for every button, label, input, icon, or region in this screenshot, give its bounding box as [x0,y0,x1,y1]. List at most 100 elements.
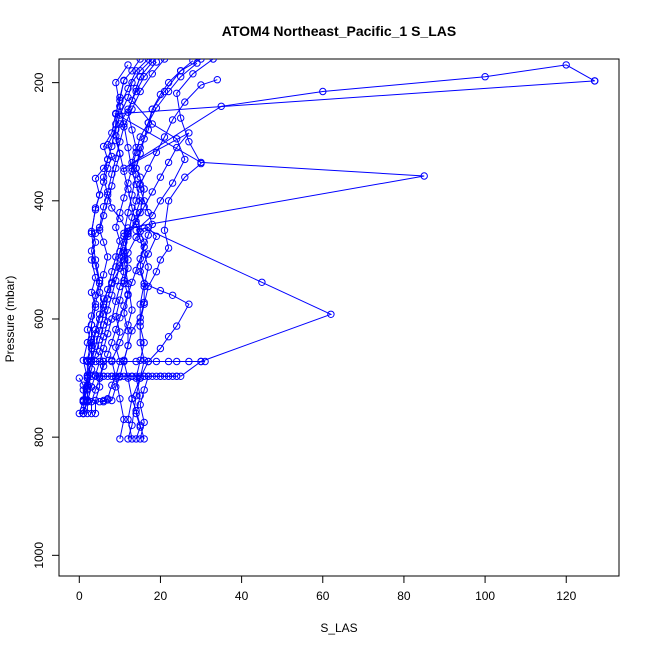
series-line [127,59,214,440]
data-point [124,435,132,443]
data-point [136,173,144,181]
data-point [104,285,112,294]
data-point [124,179,132,187]
data-point [132,435,140,443]
data-point [120,247,128,255]
data-point [136,185,144,193]
series-line [86,64,595,402]
data-point [124,341,132,350]
data-point [197,357,205,366]
data-point [87,398,96,406]
data-point [91,396,100,405]
data-point [132,233,140,242]
data-point [112,312,120,321]
data-point [108,372,116,380]
data-point [144,357,153,366]
data-point [87,229,96,238]
data-point [136,356,144,364]
data-point [128,67,136,75]
data-point [132,87,140,96]
data-point [83,386,92,394]
data-point [120,164,128,173]
data-point [116,314,124,322]
data-point [120,238,128,246]
data-point [108,182,116,190]
data-point [116,328,124,336]
x-tick-label: 0 [76,589,83,603]
data-point [144,164,153,173]
y-tick-label: 800 [32,427,46,447]
data-point [108,381,116,389]
data-point [140,203,148,211]
data-point [160,372,169,380]
data-point [144,59,152,63]
data-point [83,374,92,382]
data-point [213,76,222,84]
data-point [108,204,116,212]
data-point [128,213,136,222]
data-point [108,291,116,299]
data-point [185,357,193,366]
data-point [144,263,153,271]
data-point [136,392,144,400]
data-point [173,143,181,152]
data-point [140,197,148,205]
data-point [148,372,157,380]
data-point [193,59,201,67]
data-point [99,321,108,329]
data-point [197,81,205,89]
data-point [91,350,100,359]
data-point [136,314,144,322]
data-point [148,120,157,128]
data-point [156,286,165,295]
data-point [116,247,124,256]
data-point [120,77,128,85]
data-point [87,357,96,366]
data-point [173,372,181,380]
data-point [116,149,124,158]
data-point [136,401,144,409]
data-point [136,255,144,263]
data-point [140,356,148,364]
data-point [120,309,128,317]
data-point [108,338,116,347]
data-point [79,381,88,389]
data-point [79,396,88,405]
data-point [168,372,177,380]
data-point [108,396,116,405]
x-tick-label: 40 [235,589,249,603]
series-line [95,60,194,414]
data-point [136,338,144,347]
data-point [189,59,197,65]
data-point [75,409,84,418]
data-point [148,188,157,196]
data-point [124,327,132,335]
data-point [116,372,124,380]
data-point [164,333,173,341]
y-tick-label: 400 [32,190,46,210]
data-point [116,102,124,111]
data-point [124,415,132,424]
data-point [128,278,136,286]
data-point [112,325,120,334]
data-point [87,247,96,255]
data-point [132,266,140,275]
data-point [173,322,181,330]
data-point [177,114,185,122]
data-point [217,102,226,111]
data-point [91,300,100,308]
data-point [104,188,112,196]
data-point [104,395,112,403]
data-point [108,152,116,161]
data-point [136,262,144,270]
data-point [104,253,112,261]
data-point [112,263,120,271]
x-tick-label: 100 [475,589,495,603]
series-19 [83,357,209,366]
chart-title: ATOM4 Northeast_Pacific_1 S_LAS [222,23,456,39]
data-point [120,302,128,310]
data-point [104,164,112,173]
data-point [148,220,157,229]
data-point [173,89,181,98]
